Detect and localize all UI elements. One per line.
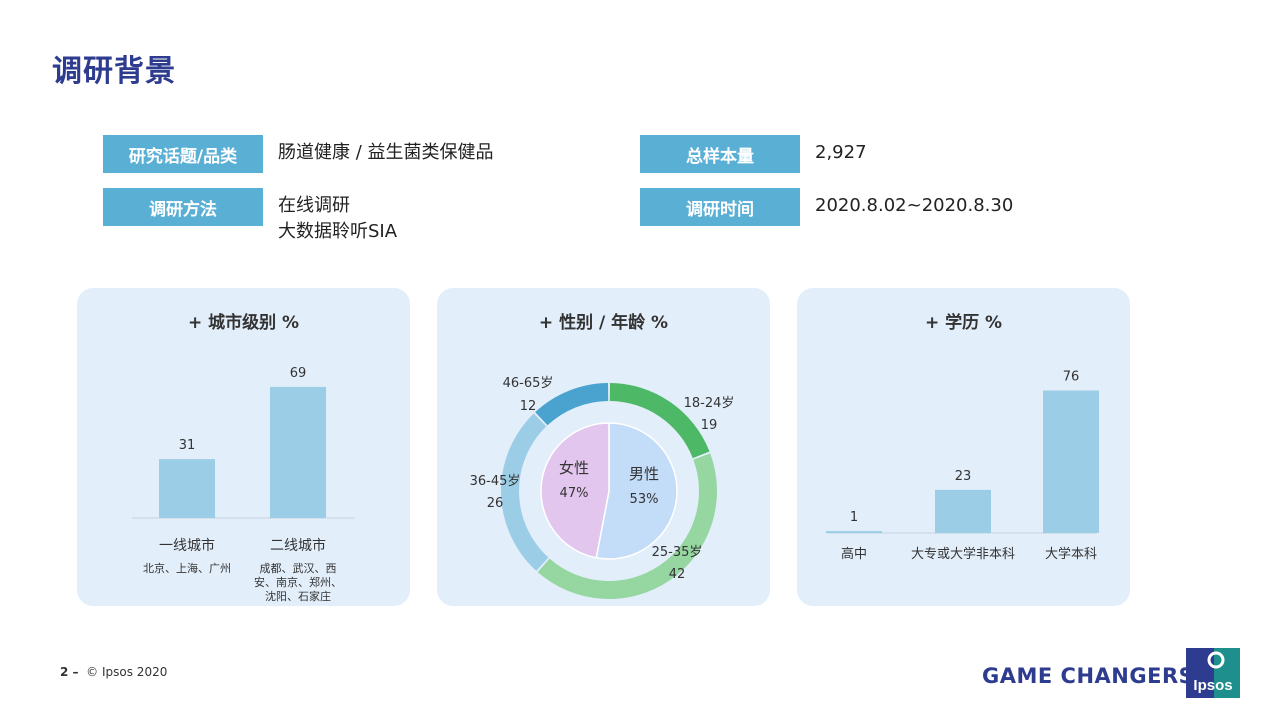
age-label-2: 36-45岁 — [470, 474, 521, 489]
data-label-2: 76 — [1063, 370, 1080, 385]
city-tier-panel: + 城市级别 % 31 一线城市北京、上海、广州 69 二线城市成都、武汉、西 安、南京… — [77, 288, 410, 606]
age-label-0: 18-24岁 — [684, 396, 735, 411]
education-title: + 学历 % — [924, 313, 1003, 333]
sample-value: 2,927 — [815, 142, 867, 163]
gender-age-title: + 性别 / 年龄 % — [538, 313, 669, 333]
tagline: GAME CHANGERS — [982, 664, 1195, 688]
page-title: 调研背景 — [52, 54, 176, 89]
gender-age-panel: + 性别 / 年龄 % 男性 53% 女性 47% 18-24岁 19 25-35岁 42 36… — [437, 288, 770, 606]
category-label-0: 一线城市 — [159, 537, 215, 554]
age-segment-0 — [609, 383, 710, 459]
category-label-0: 高中 — [841, 546, 867, 562]
age-value-1: 42 — [669, 567, 686, 582]
category-label-2: 大学本科 — [1045, 546, 1097, 562]
category-sublabel-1-1: 安、南京、郑州、 — [254, 575, 342, 589]
age-segment-2 — [501, 413, 549, 571]
gender-value-1: 47% — [560, 486, 589, 501]
age-value-3: 12 — [520, 399, 537, 414]
age-segment-1 — [537, 453, 717, 599]
age-value-0: 19 — [701, 418, 718, 433]
gender-slice-1 — [540, 422, 610, 559]
footer: 2 – © Ipsos 2020 — [60, 665, 167, 679]
gender-label-0: 男性 — [629, 465, 659, 483]
period-value: 2020.8.02~2020.8.30 — [815, 195, 1014, 216]
education-panel: + 学历 % 1 高中 23 大专或大学非本科 76 大学本科 — [797, 288, 1130, 606]
data-label-0: 31 — [179, 438, 196, 453]
gender-slice-0 — [595, 422, 678, 560]
copyright: © Ipsos 2020 — [86, 665, 168, 679]
page-number: 2 – — [60, 665, 79, 679]
gender-age-chart: 男性 53% 女性 47% 18-24岁 19 25-35岁 42 36-45岁 26 46-65岁… — [470, 376, 735, 599]
data-label-1: 23 — [955, 469, 972, 484]
gender-label-1: 女性 — [559, 459, 589, 477]
category-sublabel-1-0: 成都、武汉、西 — [260, 562, 337, 575]
gender-value-0: 53% — [630, 492, 659, 507]
method-label: 调研方法 — [103, 188, 263, 226]
bar-1 — [270, 386, 326, 518]
bar-0 — [826, 531, 882, 533]
bar-0 — [159, 459, 215, 518]
category-label-1: 大专或大学非本科 — [911, 546, 1015, 562]
category-sublabel-0-0: 北京、上海、广州 — [143, 561, 231, 575]
city-tier-title: + 城市级别 % — [187, 313, 300, 333]
method-value-online: 在线调研 — [278, 195, 350, 216]
bar-1 — [935, 489, 991, 533]
data-label-0: 1 — [850, 510, 858, 525]
ipsos-logo: Ipsos — [1186, 648, 1240, 698]
age-label-3: 46-65岁 — [503, 376, 554, 391]
age-segment-3 — [535, 383, 609, 426]
svg-text:Ipsos: Ipsos — [1193, 677, 1232, 694]
data-label-1: 69 — [290, 366, 307, 381]
education-chart: 1 高中 23 大专或大学非本科 76 大学本科 — [826, 370, 1099, 562]
age-value-2: 26 — [487, 496, 504, 511]
topic-value: 肠道健康 / 益生菌类保健品 — [278, 142, 494, 163]
bar-2 — [1043, 390, 1099, 533]
period-label: 调研时间 — [640, 188, 800, 226]
sample-label: 总样本量 — [640, 135, 800, 173]
age-label-1: 25-35岁 — [652, 545, 703, 560]
category-label-1: 二线城市 — [270, 537, 326, 554]
category-sublabel-1-2: 沈阳、石家庄 — [265, 589, 331, 603]
method-value-sia: 大数据聆听SIA — [278, 221, 398, 242]
topic-label: 研究话题/品类 — [103, 135, 263, 173]
